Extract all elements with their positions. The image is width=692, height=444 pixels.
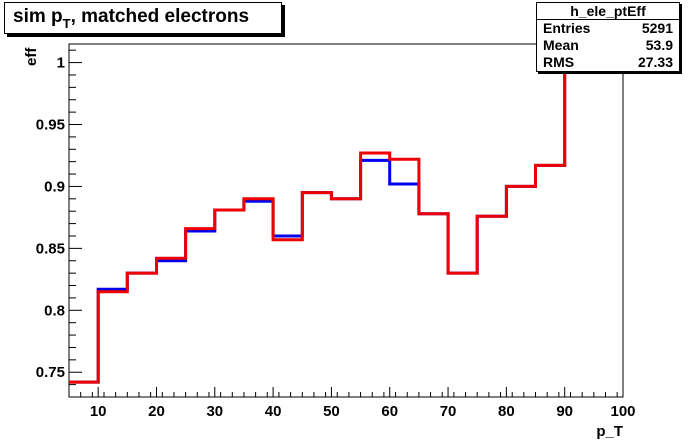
stats-box: h_ele_ptEff Entries 5291 Mean 53.9 RMS 2…	[536, 2, 680, 72]
x-tick-label: 10	[90, 403, 107, 420]
stats-value: 53.9	[645, 37, 673, 53]
y-tick-label: 1	[57, 55, 65, 72]
stats-histogram-name: h_ele_ptEff	[537, 3, 679, 20]
x-axis-title: p_T	[596, 423, 623, 440]
x-tick-label: 20	[148, 403, 165, 420]
stats-label: Entries	[543, 20, 591, 36]
x-tick-label: 40	[265, 403, 282, 420]
x-tick-label: 80	[498, 403, 515, 420]
title-prefix: sim p	[13, 6, 63, 27]
title-suffix: , matched electrons	[70, 6, 250, 27]
x-tick-label: 70	[440, 403, 457, 420]
histogram-series-1	[69, 61, 623, 384]
y-tick-label: 0.9	[44, 178, 65, 195]
stats-label: Mean	[543, 37, 579, 53]
series-layer	[69, 61, 623, 384]
y-tick-label: 0.75	[36, 364, 65, 381]
stats-value: 27.33	[637, 54, 673, 70]
x-tick-label: 50	[323, 403, 340, 420]
stats-value: 5291	[641, 20, 673, 36]
y-axis-title: eff	[23, 47, 40, 66]
stats-row-mean: Mean 53.9	[537, 37, 679, 54]
x-tick-label: 100	[610, 403, 635, 420]
x-tick-label: 90	[556, 403, 573, 420]
x-tick-label: 60	[381, 403, 398, 420]
plot-frame	[68, 43, 624, 398]
stats-row-rms: RMS 27.33	[537, 54, 679, 71]
title-subscript: T	[62, 16, 71, 31]
x-tick-label: 30	[206, 403, 223, 420]
y-tick-label: 0.85	[36, 240, 65, 257]
y-tick-label: 0.95	[36, 117, 65, 134]
stats-row-entries: Entries 5291	[537, 20, 679, 37]
plot-title: sim pT, matched electrons	[4, 2, 282, 34]
axes-layer: 10 20 30 40 50 60 70 80 90 100 0.75 0.8 0.85 0.9 0.95 1	[36, 49, 636, 420]
stats-label: RMS	[543, 54, 575, 70]
y-tick-label: 0.8	[44, 302, 65, 319]
